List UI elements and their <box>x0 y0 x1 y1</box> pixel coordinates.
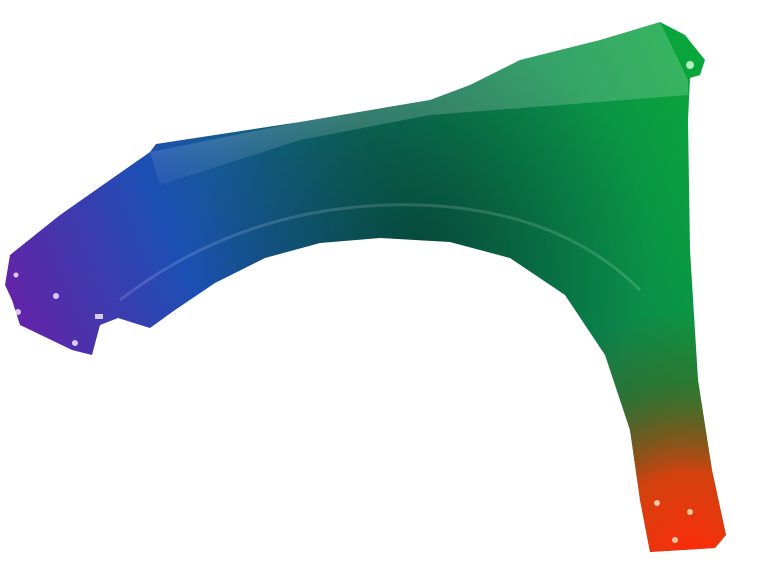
mounting-holes <box>13 61 694 543</box>
fender-body <box>5 22 726 552</box>
